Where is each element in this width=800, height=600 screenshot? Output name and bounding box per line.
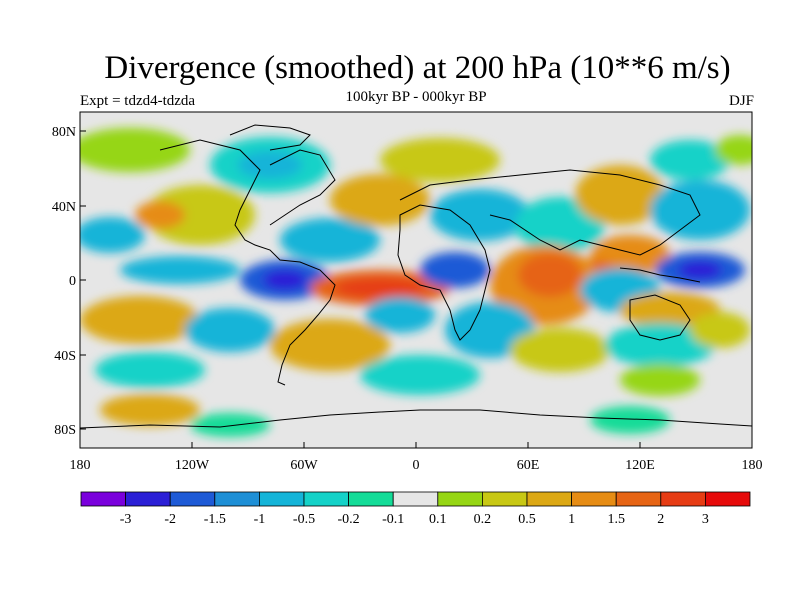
- lon-label-0: 0: [413, 458, 420, 473]
- colorbar-swatch: [214, 491, 260, 507]
- colorbar-label: -2: [164, 512, 176, 527]
- lon-label-180e: 180: [742, 458, 763, 473]
- lat-label-80n: 80N: [52, 125, 76, 140]
- colorbar-swatch: [437, 491, 483, 507]
- colorbar-label: 0.2: [474, 512, 492, 527]
- lat-label-40s: 40S: [54, 349, 76, 364]
- lat-label-0: 0: [69, 274, 76, 289]
- colorbar-label: 1: [568, 512, 575, 527]
- map-title: Divergence (smoothed) at 200 hPa (10**6 …: [104, 50, 731, 86]
- colorbar-label: -0.5: [293, 512, 315, 527]
- lat-label-40n: 40N: [52, 200, 76, 215]
- lon-label-60w: 60W: [290, 458, 318, 473]
- colorbar-label: -3: [120, 512, 132, 527]
- colorbar-swatch: [348, 491, 394, 507]
- colorbar-label: 0.1: [429, 512, 447, 527]
- colorbar-swatch: [526, 491, 572, 507]
- colorbar-label: 3: [702, 512, 709, 527]
- colorbar-label: -0.2: [338, 512, 360, 527]
- colorbar-label: 0.5: [518, 512, 536, 527]
- colorbar-swatch: [705, 491, 751, 507]
- colorbar-swatch: [303, 491, 349, 507]
- colorbar-swatch: [571, 491, 617, 507]
- colorbar-label: -1.5: [204, 512, 226, 527]
- australia-coastline: [629, 294, 691, 341]
- experiment-label: Expt = tdzd4-tdzda: [80, 93, 196, 109]
- colorbar-label: 1.5: [607, 512, 625, 527]
- indonesia-coastline: [619, 267, 701, 283]
- divergence-field: [80, 128, 752, 437]
- lon-label-180w: 180: [70, 458, 91, 473]
- lat-label-80s: 80S: [54, 423, 76, 438]
- colorbar-swatch: [615, 491, 662, 507]
- lon-label-120w: 120W: [175, 458, 210, 473]
- colorbar-swatch: [169, 491, 216, 507]
- colorbar: -3 -2 -1.5 -1 -0.5 -0.2 -0.1 0.1 0.2 0.5 1 1.5 2 3: [80, 491, 751, 527]
- africa-coastline: [397, 204, 491, 341]
- colorbar-swatch: [392, 491, 439, 507]
- lon-label-120e: 120E: [625, 458, 655, 473]
- colorbar-label: -0.1: [382, 512, 404, 527]
- north-america-east-coastline: [269, 149, 336, 226]
- greenland-coastline: [229, 124, 311, 151]
- colorbar-swatch: [481, 491, 528, 507]
- season-label: DJF: [728, 93, 754, 109]
- colorbar-swatch: [125, 491, 171, 507]
- colorbar-label: -1: [254, 512, 266, 527]
- colorbar-swatch: [258, 491, 305, 507]
- americas-coastline: [159, 139, 336, 386]
- coastlines: [80, 124, 752, 429]
- eurasia-coastline: [399, 169, 701, 256]
- map-subtitle: 100kyr BP - 000kyr BP: [345, 89, 487, 105]
- antarctica-coastline: [80, 409, 752, 429]
- colorbar-label: 2: [657, 512, 664, 527]
- colorbar-swatch: [660, 491, 706, 507]
- colorbar-swatch: [80, 491, 126, 507]
- axis-ticks: [79, 130, 753, 448]
- lon-label-60e: 60E: [517, 458, 540, 473]
